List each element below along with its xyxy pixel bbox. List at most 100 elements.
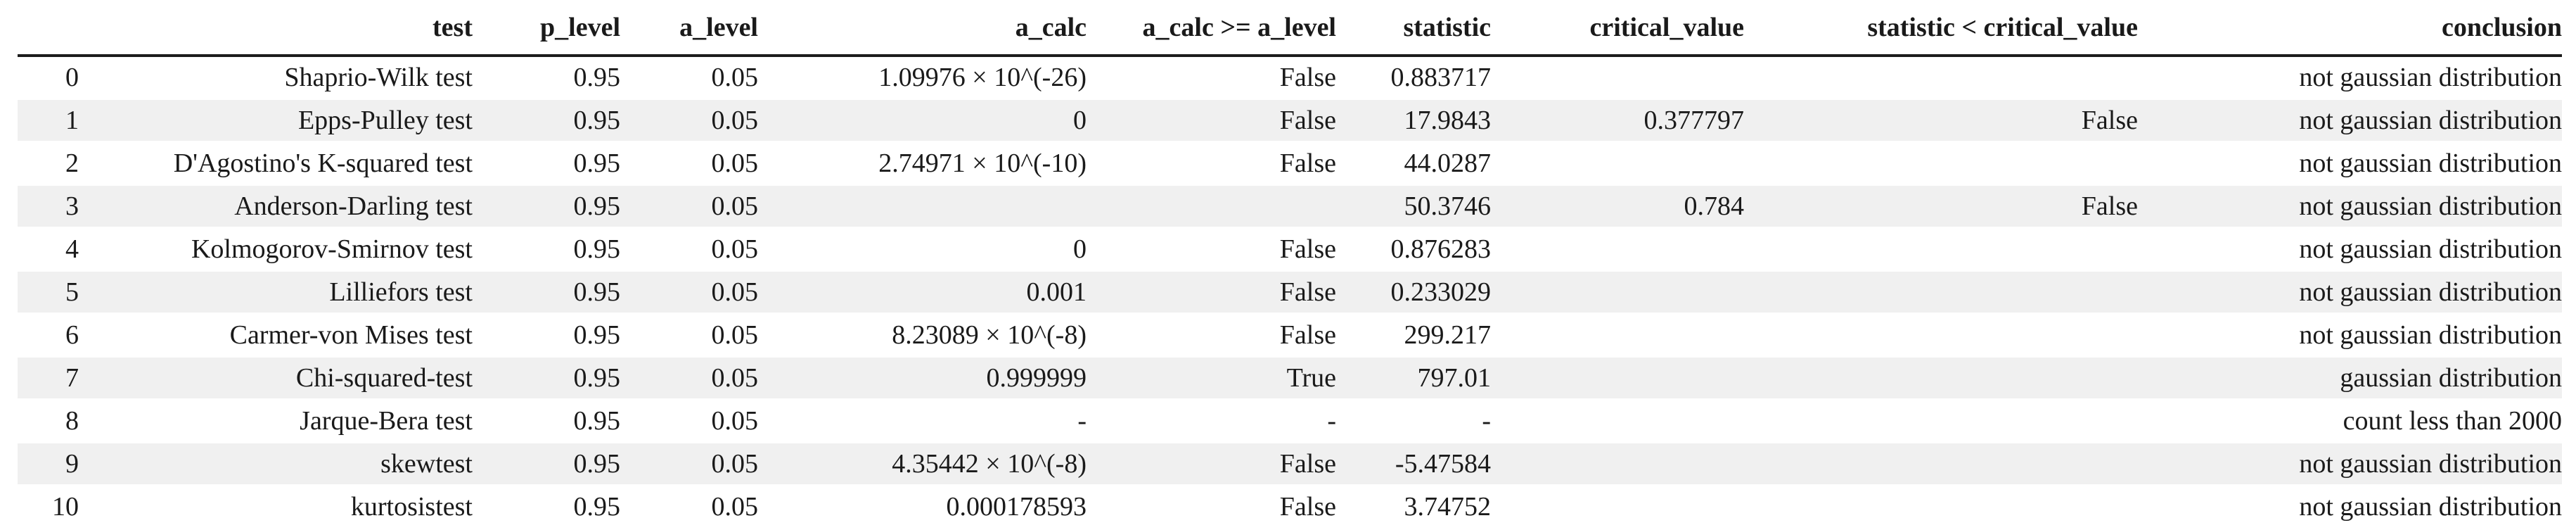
- table-row: 2 D'Agostino's K-squared test 0.95 0.05 2.74…: [18, 141, 2562, 186]
- cell-critical_value: [1491, 56, 1744, 100]
- cell-index: 5: [18, 270, 79, 315]
- cell-critical_value: [1491, 485, 1744, 529]
- cell-test: Shaprio-Wilk test: [79, 56, 473, 100]
- cell-statistic_lt_critical_value: [1744, 270, 2138, 315]
- cell-index: 9: [18, 442, 79, 486]
- cell-test: Anderson-Darling test: [79, 184, 473, 229]
- cell-a_level: 0.05: [620, 356, 758, 400]
- column-header-test: test: [79, 0, 473, 57]
- header-row: test p_level a_level a_calc a_calc >= a_leve…: [18, 0, 2562, 57]
- cell-critical_value: 0.784: [1491, 184, 1744, 229]
- table-body: 0 Shaprio-Wilk test 0.95 0.05 1.09976 × 10^(…: [18, 56, 2562, 529]
- cell-critical_value: [1491, 356, 1744, 400]
- cell-conclusion: not gaussian distribution: [2138, 442, 2562, 486]
- cell-p_level: 0.95: [473, 141, 620, 186]
- cell-p_level: 0.95: [473, 399, 620, 443]
- cell-a_level: 0.05: [620, 56, 758, 100]
- cell-statistic: 50.3746: [1336, 184, 1491, 229]
- cell-conclusion: count less than 2000: [2138, 399, 2562, 443]
- cell-index: 8: [18, 399, 79, 443]
- cell-conclusion: not gaussian distribution: [2138, 56, 2562, 100]
- cell-a_level: 0.05: [620, 99, 758, 143]
- cell-test: Kolmogorov-Smirnov test: [79, 227, 473, 272]
- cell-conclusion: not gaussian distribution: [2138, 184, 2562, 229]
- cell-test: D'Agostino's K-squared test: [79, 141, 473, 186]
- cell-a_calc_ge_a_level: True: [1087, 356, 1336, 400]
- cell-a_calc_ge_a_level: False: [1087, 442, 1336, 486]
- cell-test: Jarque-Bera test: [79, 399, 473, 443]
- cell-a_calc: 0.001: [758, 270, 1087, 315]
- cell-statistic: -5.47584: [1336, 442, 1491, 486]
- cell-statistic_lt_critical_value: [1744, 399, 2138, 443]
- cell-a_level: 0.05: [620, 141, 758, 186]
- cell-conclusion: not gaussian distribution: [2138, 141, 2562, 186]
- cell-statistic_lt_critical_value: False: [1744, 184, 2138, 229]
- cell-a_level: 0.05: [620, 270, 758, 315]
- column-header-critical_value: critical_value: [1491, 0, 1744, 57]
- table-row: 9 skewtest 0.95 0.05 4.35442 × 10^(-8) False -…: [18, 442, 2562, 486]
- cell-index: 4: [18, 227, 79, 272]
- cell-p_level: 0.95: [473, 442, 620, 486]
- table-row: 8 Jarque-Bera test 0.95 0.05- - - count less t…: [18, 399, 2562, 443]
- column-header-index: [18, 0, 79, 57]
- column-header-a_calc: a_calc: [758, 0, 1087, 57]
- cell-index: 0: [18, 56, 79, 100]
- cell-index: 6: [18, 313, 79, 358]
- cell-p_level: 0.95: [473, 56, 620, 100]
- cell-conclusion: not gaussian distribution: [2138, 485, 2562, 529]
- cell-index: 10: [18, 485, 79, 529]
- cell-statistic: 299.217: [1336, 313, 1491, 358]
- cell-a_calc_ge_a_level: False: [1087, 270, 1336, 315]
- cell-p_level: 0.95: [473, 356, 620, 400]
- cell-critical_value: [1491, 399, 1744, 443]
- cell-statistic_lt_critical_value: [1744, 56, 2138, 100]
- cell-a_calc_ge_a_level: False: [1087, 99, 1336, 143]
- table-row: 7 Chi-squared-test 0.95 0.05 0.999999 True 797…: [18, 356, 2562, 400]
- cell-statistic_lt_critical_value: [1744, 141, 2138, 186]
- cell-a_calc: 0.000178593: [758, 485, 1087, 529]
- cell-a_calc: 0.999999: [758, 356, 1087, 400]
- cell-a_calc_ge_a_level: -: [1087, 399, 1336, 443]
- cell-statistic: -: [1336, 399, 1491, 443]
- cell-critical_value: [1491, 141, 1744, 186]
- cell-statistic_lt_critical_value: [1744, 485, 2138, 529]
- cell-statistic: 44.0287: [1336, 141, 1491, 186]
- table-header: test p_level a_level a_calc a_calc >= a_leve…: [18, 0, 2562, 57]
- normality-tests-table: test p_level a_level a_calc a_calc >= a_leve…: [18, 0, 2562, 529]
- cell-index: 3: [18, 184, 79, 229]
- cell-index: 2: [18, 141, 79, 186]
- cell-critical_value: [1491, 442, 1744, 486]
- cell-critical_value: [1491, 313, 1744, 358]
- cell-statistic_lt_critical_value: [1744, 442, 2138, 486]
- cell-p_level: 0.95: [473, 270, 620, 315]
- table-row: 1 Epps-Pulley test 0.95 0.05 0 False 17.9843 0.…: [18, 99, 2562, 143]
- cell-a_calc_ge_a_level: [1087, 184, 1336, 229]
- table-row: 10 kurtosistest 0.95 0.05 0.000178593 False 3.…: [18, 485, 2562, 529]
- cell-conclusion: not gaussian distribution: [2138, 270, 2562, 315]
- cell-critical_value: 0.377797: [1491, 99, 1744, 143]
- table-row: 4 Kolmogorov-Smirnov test 0.95 0.05 0 False 0.…: [18, 227, 2562, 272]
- cell-test: kurtosistest: [79, 485, 473, 529]
- cell-conclusion: not gaussian distribution: [2138, 227, 2562, 272]
- table-row: 6 Carmer-von Mises test 0.95 0.05 8.23089 × …: [18, 313, 2562, 358]
- cell-a_level: 0.05: [620, 399, 758, 443]
- table-row: 5 Lilliefors test 0.95 0.05 0.001 False 0.2330…: [18, 270, 2562, 315]
- cell-a_calc_ge_a_level: False: [1087, 141, 1336, 186]
- cell-conclusion: gaussian distribution: [2138, 356, 2562, 400]
- column-header-conclusion: conclusion: [2138, 0, 2562, 57]
- column-header-a_calc_ge_a_level: a_calc >= a_level: [1087, 0, 1336, 57]
- column-header-p_level: p_level: [473, 0, 620, 57]
- cell-conclusion: not gaussian distribution: [2138, 99, 2562, 143]
- cell-p_level: 0.95: [473, 313, 620, 358]
- cell-statistic: 797.01: [1336, 356, 1491, 400]
- cell-a_level: 0.05: [620, 485, 758, 529]
- cell-a_calc: 8.23089 × 10^(-8): [758, 313, 1087, 358]
- cell-p_level: 0.95: [473, 99, 620, 143]
- cell-a_calc: 1.09976 × 10^(-26): [758, 56, 1087, 100]
- cell-index: 7: [18, 356, 79, 400]
- cell-statistic: 0.883717: [1336, 56, 1491, 100]
- cell-p_level: 0.95: [473, 227, 620, 272]
- cell-conclusion: not gaussian distribution: [2138, 313, 2562, 358]
- cell-index: 1: [18, 99, 79, 143]
